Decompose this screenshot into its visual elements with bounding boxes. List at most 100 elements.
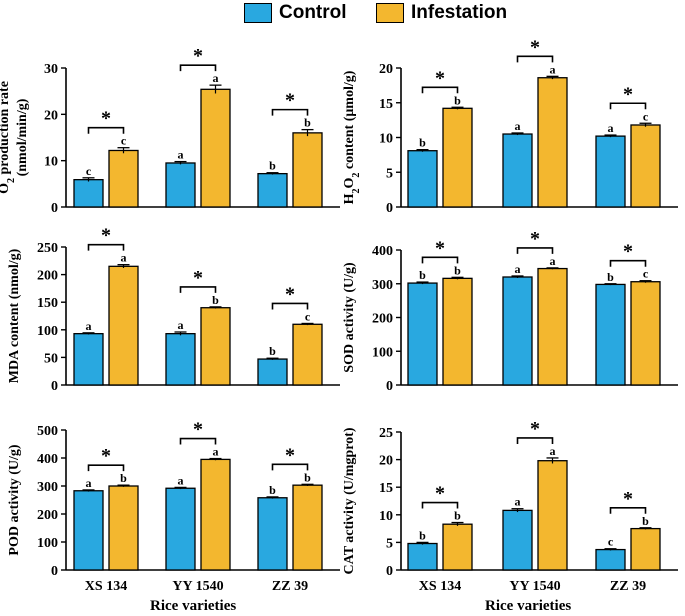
bar-control-2 bbox=[257, 172, 288, 208]
y-tick-label: 0 bbox=[51, 564, 58, 579]
y-tick-label: 10 bbox=[379, 509, 393, 524]
significance-bracket bbox=[271, 463, 309, 471]
significance-bracket bbox=[609, 102, 647, 110]
significance-letter: b bbox=[269, 483, 276, 497]
y-tick-label: 400 bbox=[372, 244, 393, 259]
significance-bracket bbox=[421, 501, 459, 509]
significance-star: * bbox=[530, 36, 540, 58]
y-axis-title: SOD activity (U/g) bbox=[342, 262, 357, 373]
bar-infestation-1 bbox=[200, 88, 231, 208]
y-tick-label: 10 bbox=[379, 132, 393, 147]
bar-infestation-2 bbox=[292, 484, 323, 571]
significance-bracket bbox=[179, 64, 217, 72]
significance-letter: a bbox=[550, 444, 556, 458]
bar-control-2 bbox=[595, 283, 626, 386]
significance-star: * bbox=[435, 483, 445, 505]
x-tick-label: YY 1540 bbox=[509, 579, 560, 594]
significance-letter: c bbox=[643, 109, 649, 123]
y-tick-label: 100 bbox=[37, 536, 58, 551]
significance-star: * bbox=[193, 419, 203, 441]
significance-letter: a bbox=[608, 121, 614, 135]
bar-control-2 bbox=[595, 135, 626, 208]
y-tick-label: 0 bbox=[386, 564, 393, 579]
y-tick-label: 400 bbox=[37, 452, 58, 467]
y-tick-label: 0 bbox=[386, 201, 393, 216]
x-tick-label: ZZ 39 bbox=[610, 579, 646, 594]
x-tick-label: ZZ 39 bbox=[272, 579, 308, 594]
bar-infestation-2 bbox=[292, 132, 323, 208]
legend-label-infestation: Infestation bbox=[411, 2, 508, 23]
y-tick-label: 0 bbox=[386, 379, 393, 394]
x-axis-label-left: Rice varieties bbox=[150, 598, 237, 614]
significance-letter: b bbox=[419, 136, 426, 150]
y-tick-label: 200 bbox=[37, 269, 58, 284]
bar-control-1 bbox=[502, 509, 533, 571]
significance-letter: a bbox=[86, 476, 92, 490]
significance-letter: b bbox=[454, 93, 461, 107]
significance-star: * bbox=[285, 444, 295, 466]
y-tick-label: 10 bbox=[44, 155, 58, 170]
bar-control-1 bbox=[165, 333, 196, 386]
significance-bracket bbox=[609, 506, 647, 514]
significance-bracket bbox=[87, 243, 125, 251]
significance-bracket bbox=[516, 437, 554, 444]
bar-infestation-2 bbox=[630, 281, 661, 386]
significance-bracket bbox=[516, 247, 554, 254]
significance-letter: c bbox=[608, 535, 614, 549]
bar-infestation-2 bbox=[630, 527, 661, 571]
significance-bracket bbox=[87, 126, 125, 134]
chart-panel-middle-left: 0 50 100 150 200 250 MDA content (nmol/g) a a * a b… bbox=[7, 225, 340, 394]
chart-panel-top-right: 0 5 10 15 20 H2O2 content (μmol/g) b b * a a * a c * bbox=[342, 36, 678, 216]
bar-control-0 bbox=[73, 333, 104, 386]
y-tick-label: 50 bbox=[44, 351, 58, 366]
significance-star: * bbox=[193, 267, 203, 289]
legend-swatch-infestation bbox=[376, 3, 404, 23]
significance-bracket bbox=[271, 302, 309, 310]
significance-letter: a bbox=[178, 148, 184, 162]
y-tick-label: 200 bbox=[372, 312, 393, 327]
y-tick-label: 300 bbox=[37, 480, 58, 495]
y-tick-label: 100 bbox=[372, 345, 393, 360]
bar-control-0 bbox=[407, 542, 438, 571]
significance-letter: b bbox=[419, 528, 426, 542]
y-axis-title-units: (nmol/min/g) bbox=[15, 98, 30, 176]
significance-star: * bbox=[101, 445, 111, 467]
significance-star: * bbox=[435, 237, 445, 259]
y-tick-label: 150 bbox=[37, 296, 58, 311]
significance-letter: a bbox=[178, 473, 184, 487]
legend-item-infestation: Infestation bbox=[376, 0, 507, 26]
y-tick-label: 15 bbox=[379, 97, 393, 112]
significance-star: * bbox=[193, 45, 203, 67]
bar-infestation-1 bbox=[537, 267, 568, 386]
y-tick-label: 25 bbox=[379, 426, 393, 441]
bar-infestation-2 bbox=[630, 124, 661, 208]
significance-letter: c bbox=[305, 309, 311, 323]
bar-infestation-0 bbox=[108, 485, 139, 571]
y-tick-label: 5 bbox=[386, 166, 393, 181]
significance-star: * bbox=[623, 241, 633, 263]
significance-letter: c bbox=[121, 134, 127, 148]
bar-control-0 bbox=[73, 490, 104, 571]
significance-letter: a bbox=[121, 251, 127, 265]
significance-letter: a bbox=[213, 445, 219, 459]
significance-letter: a bbox=[550, 254, 556, 268]
significance-letter: b bbox=[304, 116, 311, 130]
significance-star: * bbox=[530, 418, 540, 440]
significance-letter: b bbox=[269, 344, 276, 358]
significance-letter: a bbox=[213, 71, 219, 85]
significance-bracket bbox=[271, 108, 309, 116]
bar-infestation-0 bbox=[108, 265, 139, 386]
y-tick-label: 200 bbox=[37, 508, 58, 523]
bar-control-1 bbox=[502, 276, 533, 386]
y-axis-title: CAT activity (U/mgprot) bbox=[342, 427, 357, 574]
x-tick-label: XS 134 bbox=[85, 579, 127, 594]
bar-infestation-0 bbox=[442, 277, 473, 386]
x-tick-label: XS 134 bbox=[419, 579, 461, 594]
chart-panel-middle-right: 0 100 200 300 400 SOD activity (U/g) b b * a a * b c * bbox=[342, 228, 678, 394]
legend-item-control: Control bbox=[244, 0, 347, 26]
y-tick-label: 20 bbox=[379, 454, 393, 469]
y-tick-label: 300 bbox=[372, 278, 393, 293]
y-axis-title: POD activity (U/g) bbox=[7, 444, 22, 556]
significance-letter: b bbox=[642, 514, 649, 528]
significance-letter: b bbox=[419, 268, 426, 282]
